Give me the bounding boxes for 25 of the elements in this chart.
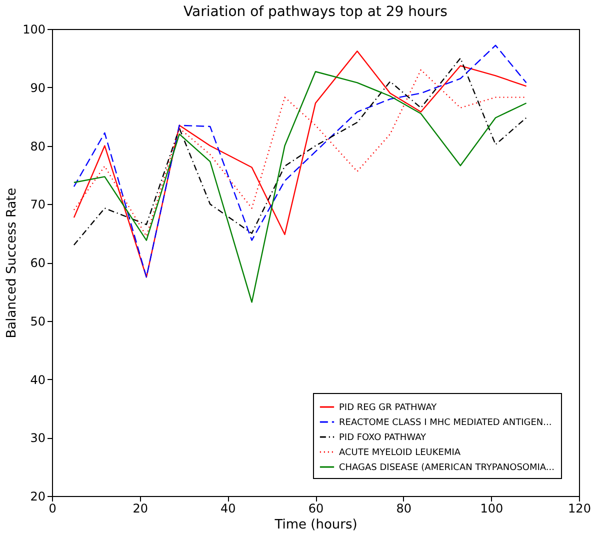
y-axis-title: Balanced Success Rate [4, 188, 20, 338]
line-series [73, 71, 527, 303]
legend-label: ACUTE MYELOID LEUKEMIA [339, 448, 462, 458]
x-axis-title: Time (hours) [274, 518, 358, 532]
y-tick-label: 80 [30, 139, 46, 154]
x-tick-label: 100 [480, 502, 504, 516]
legend-label: PID REG GR PATHWAY [339, 403, 438, 413]
y-tick-label: 30 [30, 431, 46, 446]
y-tick-label: 100 [22, 22, 46, 36]
y-tick-label: 50 [30, 314, 46, 328]
x-tick-label: 80 [396, 502, 412, 516]
legend-label: REACTOME CLASS I MHC MEDIATED ANTIGEN... [339, 418, 552, 428]
y-tick-label: 40 [30, 372, 46, 387]
x-tick-label: 60 [308, 502, 324, 516]
y-tick-label: 90 [30, 80, 46, 95]
legend-label: CHAGAS DISEASE (AMERICAN TRYPANOSOMIA... [339, 463, 555, 473]
x-tick-label: 0 [48, 502, 56, 516]
y-tick-label: 70 [30, 198, 46, 212]
chart-title: Variation of pathways top at 29 hours [184, 4, 448, 20]
y-tick-label: 20 [30, 490, 46, 504]
x-tick-label: 120 [568, 502, 591, 516]
x-tick-label: 40 [220, 502, 236, 516]
legend-label: PID FOXO PATHWAY [339, 433, 427, 443]
y-tick-label: 60 [30, 256, 46, 270]
x-tick-label: 20 [132, 502, 148, 516]
